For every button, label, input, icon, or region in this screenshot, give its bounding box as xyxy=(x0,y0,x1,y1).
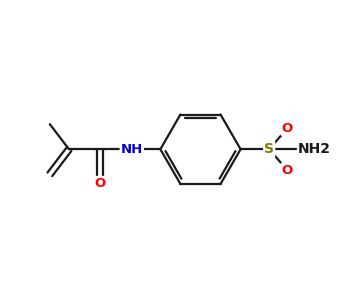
Text: S: S xyxy=(264,142,274,156)
Text: NH2: NH2 xyxy=(298,142,331,156)
Text: O: O xyxy=(282,122,293,135)
Text: O: O xyxy=(95,177,106,190)
Text: NH: NH xyxy=(121,143,143,156)
Text: O: O xyxy=(282,164,293,177)
